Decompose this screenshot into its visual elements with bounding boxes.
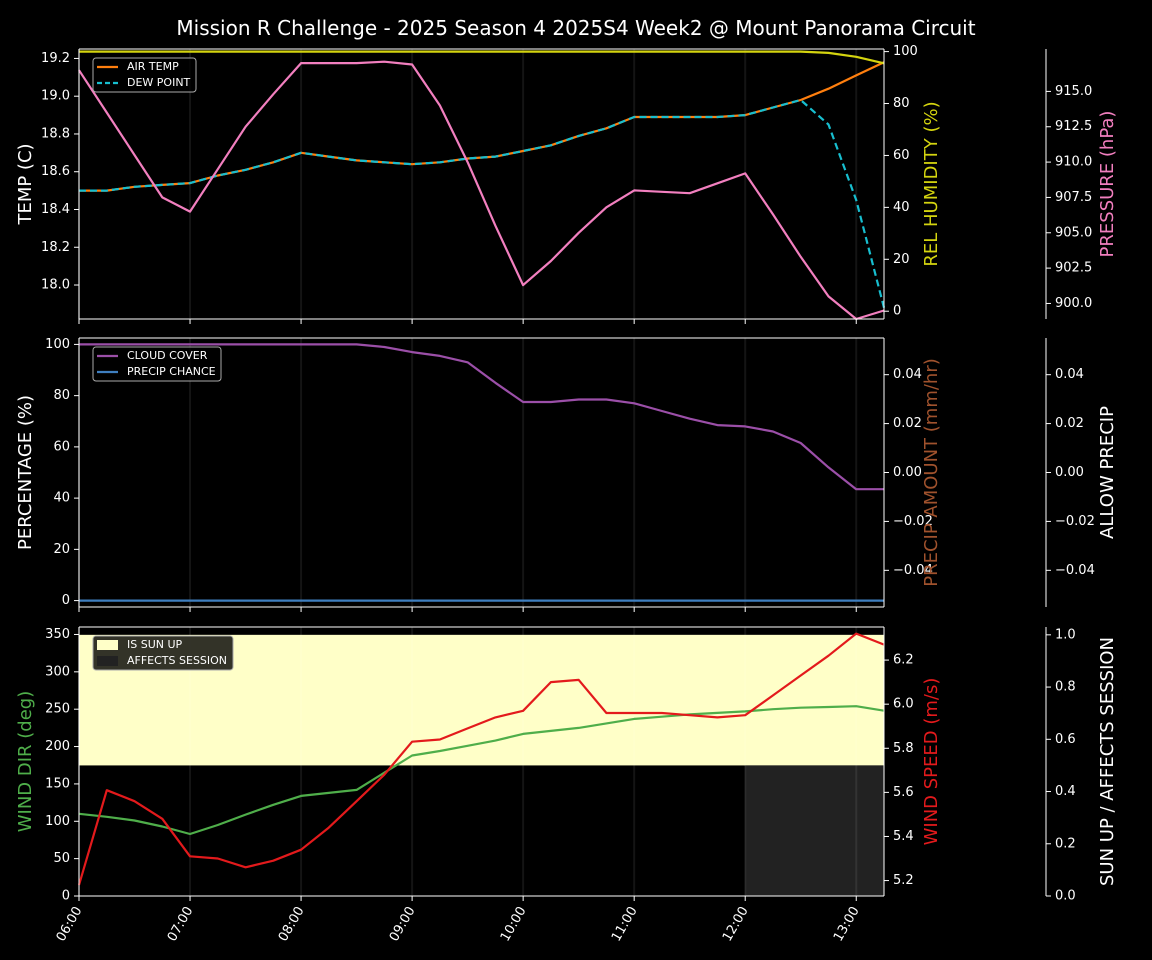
- y-tick-label: 100: [45, 337, 70, 352]
- band-affects-session: [745, 765, 884, 896]
- legend-swatch: [97, 640, 118, 650]
- y3-tick-label: 1.0: [1055, 627, 1076, 642]
- legend-label: CLOUD COVER: [127, 349, 208, 362]
- y2-axis-label: REL HUMIDITY (%): [921, 101, 942, 266]
- y3-tick-label: 907.5: [1055, 190, 1092, 205]
- y2-tick-label: 20: [893, 252, 910, 267]
- y-tick-label: 60: [53, 439, 70, 454]
- y3-tick-label: −0.04: [1055, 563, 1095, 578]
- y2-tick-label: 40: [893, 200, 910, 215]
- legend-label: PRECIP CHANCE: [127, 365, 216, 378]
- plot-area: [79, 49, 884, 319]
- panel-temperature: 18.0 18.2 18.4 18.6 18.8 19.0 19.2 0 20 40 60 80 100…: [15, 44, 1118, 324]
- y-tick-label: 250: [45, 702, 70, 717]
- y3-tick-label: 900.0: [1055, 296, 1092, 311]
- y-tick-label: 50: [53, 851, 70, 866]
- series-line-rel-humidity: [79, 50, 885, 65]
- y3-tick-label: 0.00: [1055, 465, 1084, 480]
- y-tick-label: 100: [45, 814, 70, 829]
- y3-tick-label: −0.02: [1055, 514, 1095, 529]
- y2-axis-label: WIND SPEED (m/s): [921, 678, 942, 846]
- figure-title: Mission R Challenge - 2025 Season 4 2025…: [176, 16, 975, 40]
- y-tick-label: 20: [53, 542, 70, 557]
- y2-tick-label: 0.02: [893, 416, 922, 431]
- y-tick-label: 150: [45, 776, 70, 791]
- y-tick-label: 19.0: [41, 89, 70, 104]
- y-axis-label: PERCENTAGE (%): [15, 395, 36, 550]
- y3-axis-label: PRESSURE (hPa): [1097, 111, 1118, 258]
- y2-tick-label: 5.6: [893, 785, 914, 800]
- y2-axis-label: PRECIP AMOUNT (mm/hr): [921, 358, 942, 587]
- y3-tick-label: 905.0: [1055, 225, 1092, 240]
- y2-tick-label: 60: [893, 148, 910, 163]
- legend-label: AFFECTS SESSION: [127, 654, 227, 667]
- y3-tick-label: 0.0: [1055, 889, 1076, 904]
- y2-tick-label: 80: [893, 96, 910, 111]
- legend: CLOUD COVER PRECIP CHANCE: [92, 346, 222, 382]
- y2-tick-label: 5.4: [893, 829, 914, 844]
- series-line-cloud-cover: [79, 343, 884, 491]
- legend-box: [92, 346, 222, 382]
- y-tick-label: 350: [45, 627, 70, 642]
- y2-tick-label: 5.2: [893, 873, 914, 888]
- series-line-wind-speed: [77, 632, 885, 886]
- legend-box: [92, 57, 197, 93]
- legend-label: AIR TEMP: [127, 60, 179, 73]
- y3-tick-label: 0.02: [1055, 416, 1084, 431]
- legend: IS SUN UP AFFECTS SESSION: [92, 635, 234, 671]
- legend: AIR TEMP DEW POINT: [92, 57, 197, 93]
- y3-axis-label: SUN UP / AFFECTS SESSION: [1097, 637, 1118, 886]
- y3-tick-label: 0.8: [1055, 680, 1076, 695]
- y2-tick-label: 100: [893, 44, 918, 59]
- y-tick-label: 18.8: [41, 126, 70, 141]
- y-tick-label: 18.2: [41, 240, 70, 255]
- y2-tick-label: −0.02: [893, 514, 933, 529]
- y3-tick-label: 0.04: [1055, 367, 1084, 382]
- y-tick-label: 18.0: [41, 278, 70, 293]
- y3-tick-label: 0.4: [1055, 784, 1076, 799]
- y3-tick-label: 910.0: [1055, 155, 1092, 170]
- legend-swatch: [97, 656, 118, 666]
- y2-tick-label: 6.0: [893, 697, 914, 712]
- y-tick-label: 19.2: [41, 51, 70, 66]
- y-tick-label: 300: [45, 664, 70, 679]
- y-tick-label: 0: [62, 889, 70, 904]
- y2-tick-label: 6.2: [893, 653, 914, 668]
- y2-tick-label: 5.8: [893, 741, 914, 756]
- y3-tick-label: 915.0: [1055, 84, 1092, 99]
- y2-tick-label: 0.04: [893, 367, 922, 382]
- y-tick-label: 0: [62, 593, 70, 608]
- y-axis-label: WIND DIR (deg): [15, 691, 36, 833]
- y-tick-label: 18.4: [41, 202, 70, 217]
- y2-tick-label: 0.00: [893, 465, 922, 480]
- y2-tick-label: 0: [893, 304, 901, 319]
- y2-tick-label: −0.04: [893, 563, 933, 578]
- y-tick-label: 80: [53, 388, 70, 403]
- legend-label: DEW POINT: [127, 76, 191, 89]
- y3-axis-label: ALLOW PRECIP: [1097, 406, 1118, 539]
- y-tick-label: 200: [45, 739, 70, 754]
- y3-tick-label: 0.2: [1055, 836, 1076, 851]
- y3-tick-label: 902.5: [1055, 261, 1092, 276]
- plot-area: [79, 338, 884, 607]
- panel-precipitation: 0 20 40 60 80 100 −0.04 −0.02 0.00 0.02 0.04 −0.04 −…: [15, 337, 1118, 612]
- y-axis-label: TEMP (C): [15, 143, 36, 225]
- series-line-pressure: [78, 60, 885, 321]
- y3-tick-label: 0.6: [1055, 732, 1076, 747]
- legend-box: [92, 635, 234, 671]
- y-tick-label: 18.6: [41, 164, 70, 179]
- legend-label: IS SUN UP: [127, 638, 183, 651]
- panel-wind: 06:00 07:00 08:00 09:00 10:00 11:00 12:00 13:00…: [15, 626, 1118, 944]
- y-tick-label: 40: [53, 491, 70, 506]
- y3-tick-label: 912.5: [1055, 119, 1092, 134]
